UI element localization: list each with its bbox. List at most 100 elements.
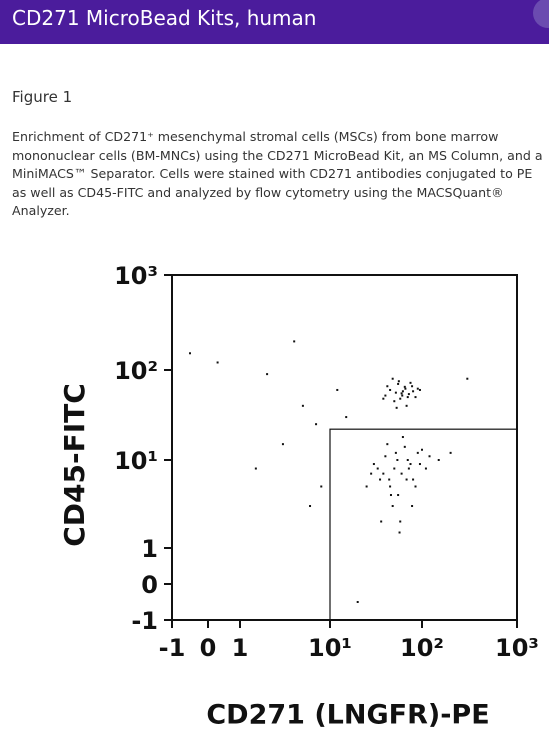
data-point: [428, 455, 431, 458]
data-point: [414, 396, 417, 399]
data-point: [409, 381, 412, 384]
header-title: CD271 MicroBead Kits, human: [12, 6, 317, 30]
data-point: [399, 520, 402, 523]
data-point: [400, 472, 403, 475]
data-point: [428, 619, 431, 621]
data-point: [421, 448, 423, 451]
x-tick-label: 10³: [495, 634, 539, 662]
data-point: [400, 619, 403, 621]
data-point: [365, 619, 368, 621]
data-point: [216, 361, 219, 364]
data-point: [365, 485, 368, 488]
data-point: [412, 478, 415, 481]
y-axis-label: CD45-FITC: [58, 383, 91, 547]
x-tick-label: -1: [159, 634, 186, 662]
data-point: [393, 400, 396, 403]
x-tick-label: 10²: [400, 634, 444, 662]
data-point: [403, 445, 406, 448]
data-point: [437, 619, 440, 621]
data-point: [397, 494, 400, 497]
x-tick-label: 10¹: [308, 634, 352, 662]
data-point: [399, 397, 402, 400]
data-point: [356, 601, 359, 603]
data-point: [397, 382, 400, 385]
y-tick-label: 1: [141, 535, 158, 563]
plot-frame: [171, 274, 518, 621]
data-point: [398, 531, 401, 534]
data-point: [409, 463, 412, 466]
data-point: [405, 404, 408, 407]
data-point: [370, 472, 373, 475]
data-point: [416, 451, 419, 454]
x-axis-label: CD271 (LNGFR)-PE: [206, 700, 489, 731]
data-point: [386, 443, 389, 446]
data-point: [405, 478, 408, 481]
data-point: [384, 394, 387, 397]
data-point: [376, 467, 379, 470]
data-point: [411, 505, 414, 508]
data-point: [388, 478, 391, 481]
data-point: [384, 455, 387, 458]
data-point: [301, 404, 304, 407]
data-point: [403, 385, 406, 388]
data-point: [437, 459, 440, 461]
data-point: [400, 392, 403, 395]
data-point: [372, 619, 375, 621]
x-tick-label: 1: [232, 634, 249, 662]
data-point: [414, 485, 417, 488]
data-point: [379, 478, 382, 481]
data-point: [391, 505, 394, 508]
data-point: [391, 377, 394, 380]
data-point: [395, 406, 398, 409]
data-point: [254, 467, 257, 470]
data-point: [389, 485, 392, 488]
y-tick-label: 10³: [114, 262, 158, 290]
data-point: [345, 619, 348, 621]
data-point: [412, 619, 415, 621]
data-point: [449, 451, 452, 454]
data-point: [372, 463, 375, 466]
data-point: [336, 388, 339, 391]
data-point: [393, 467, 396, 470]
data-point: [407, 393, 410, 396]
data-point: [380, 520, 383, 523]
header-bar: CD271 MicroBead Kits, human: [0, 0, 549, 44]
data-point: [407, 467, 410, 470]
data-point: [394, 451, 397, 454]
data-point: [394, 391, 397, 394]
data-point: [411, 385, 414, 388]
y-tick-label: 10²: [114, 357, 158, 385]
data-point: [320, 485, 323, 488]
data-point: [382, 472, 385, 475]
data-point: [401, 436, 404, 439]
data-point: [189, 352, 191, 355]
header-button[interactable]: [533, 0, 549, 28]
data-point: [309, 505, 312, 508]
data-point: [404, 387, 407, 390]
data-point: [412, 390, 415, 393]
figure-label: Figure 1: [12, 88, 73, 106]
data-point: [389, 494, 392, 497]
data-point: [424, 467, 427, 470]
data-point: [406, 459, 409, 461]
data-point: [396, 459, 399, 461]
data-point: [416, 387, 419, 390]
y-tick-label: 10¹: [114, 447, 158, 475]
data-point: [386, 385, 389, 388]
data-point: [397, 380, 400, 383]
data-point: [406, 396, 409, 399]
data-point: [401, 390, 404, 393]
data-point: [393, 619, 396, 621]
data-point: [281, 443, 284, 446]
data-point: [389, 388, 392, 391]
data-point: [418, 463, 421, 466]
data-point: [382, 397, 385, 400]
figure-caption: Enrichment of CD271⁺ mesenchymal stromal…: [12, 129, 543, 218]
gate: [329, 428, 518, 621]
data-point: [293, 340, 296, 343]
data-point: [449, 619, 452, 621]
data-point: [418, 388, 421, 391]
y-tick-label: -1: [131, 607, 158, 635]
